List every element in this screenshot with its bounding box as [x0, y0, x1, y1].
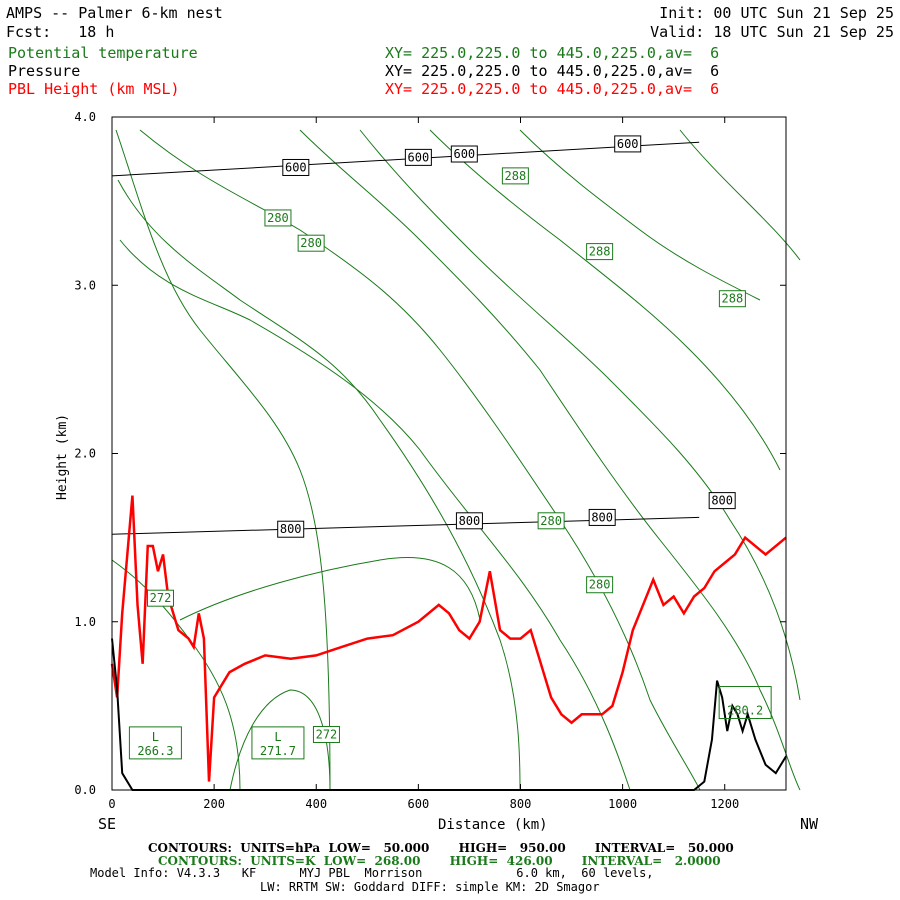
contour-label-box [614, 135, 642, 153]
contour-label-box [277, 520, 305, 538]
contour-label: 272 [316, 727, 338, 741]
low-value: 271.7 [260, 744, 296, 758]
contour-label: 288 [505, 169, 527, 183]
low-marker: L [274, 730, 281, 744]
x-tick-label: 1000 [608, 797, 637, 811]
x-tick-label: 400 [305, 797, 327, 811]
contour-label: 800 [280, 522, 302, 536]
x-tick-label: 1200 [710, 797, 739, 811]
forecast-hour: Fcst: 18 h [6, 23, 115, 41]
pbl-height-line [110, 495, 787, 782]
contour-label: 272 [150, 591, 172, 605]
contour-label-box [586, 243, 614, 261]
contour-label-box [501, 167, 529, 185]
contour-label: 280 [540, 514, 562, 528]
init-time: Init: 00 UTC Sun 21 Sep 25 [659, 4, 894, 22]
contour-label: 280 [300, 236, 322, 250]
contour-label-box [537, 512, 565, 530]
x-tick-label: 0 [108, 797, 115, 811]
contour-label-box [586, 576, 614, 594]
contour-label-box [282, 158, 310, 176]
field-theta-name: Potential temperature [8, 44, 198, 62]
field-pbl-name: PBL Height (km MSL) [8, 80, 180, 98]
contour-label: 600 [408, 150, 430, 164]
contour-label-box [588, 508, 616, 526]
contour-label-box [404, 148, 432, 166]
field-pressure-name: Pressure [8, 62, 81, 80]
plot-frame [111, 116, 787, 791]
contour-label: 280 [267, 211, 289, 225]
y-tick-label: 3.0 [74, 278, 96, 292]
footer-theta-contours: CONTOURS: UNITS=K LOW= 268.00 HIGH= 426.… [158, 854, 721, 868]
contour-label: 600 [453, 147, 475, 161]
y-tick-label: 1.0 [74, 615, 96, 629]
contour-label: 800 [711, 494, 733, 508]
field-pbl-xy: XY= 225.0,225.0 to 445.0,225.0,av= 6 [385, 80, 720, 98]
footer-model-info: Model Info: V4.3.3 KF MYJ PBL Morrison 6… [90, 866, 654, 880]
chart-series [110, 495, 787, 791]
low-value: 280.2 [727, 704, 763, 718]
low-box [251, 726, 305, 760]
valid-time: Valid: 18 UTC Sun 21 Sep 25 [650, 23, 894, 41]
y-axis-label: Height (km) [55, 414, 70, 500]
axis-ticks: 0 200 400 600 800 1000 1200 0.0 1.0 2.0 3.0 4.0 [74, 110, 786, 811]
y-tick-label: 0.0 [74, 783, 96, 797]
y-tick-label: 4.0 [74, 110, 96, 124]
theta-contours [111, 129, 801, 791]
contour-label: 600 [285, 160, 307, 174]
y-tick-label: 2.0 [74, 447, 96, 461]
contour-labels: 600 600 600 600 288 280 280 288 288 800 800 280 800 8… [128, 135, 772, 760]
contour-label-box [455, 512, 483, 530]
contour-label-box [297, 234, 325, 252]
contour-label: 600 [617, 137, 639, 151]
footer-physics: LW: RRTM SW: Goddard DIFF: simple KM: 2D… [260, 880, 600, 894]
x-tick-label: 200 [203, 797, 225, 811]
field-theta-xy: XY= 225.0,225.0 to 445.0,225.0,av= 6 [385, 44, 720, 62]
field-pressure-xy: XY= 225.0,225.0 to 445.0,225.0,av= 6 [385, 62, 720, 80]
low-marker: L [152, 730, 159, 744]
x-right-end-label: NW [800, 815, 819, 833]
x-tick-label: 800 [510, 797, 532, 811]
x-tick-label: 600 [408, 797, 430, 811]
contour-label-box [147, 589, 175, 607]
low-box [718, 686, 772, 720]
model-title: AMPS -- Palmer 6-km nest [6, 4, 223, 22]
x-left-end-label: SE [98, 815, 116, 833]
contour-label: 800 [459, 514, 481, 528]
low-box [128, 726, 182, 760]
low-value: 266.3 [137, 744, 173, 758]
contour-label: 288 [589, 245, 611, 259]
contour-label-box [264, 209, 292, 227]
contour-label: 280 [589, 578, 611, 592]
contour-label-box [708, 492, 736, 510]
contour-label: 800 [591, 510, 613, 524]
contour-label: 288 [722, 292, 744, 306]
x-axis-label: Distance (km) [438, 817, 548, 833]
contour-label-box [718, 290, 746, 308]
contour-label-box [312, 725, 340, 743]
pressure-isobars [111, 141, 700, 535]
footer-pressure-contours: CONTOURS: UNITS=hPa LOW= 50.000 HIGH= 95… [148, 841, 734, 855]
contour-label-box [450, 145, 478, 163]
